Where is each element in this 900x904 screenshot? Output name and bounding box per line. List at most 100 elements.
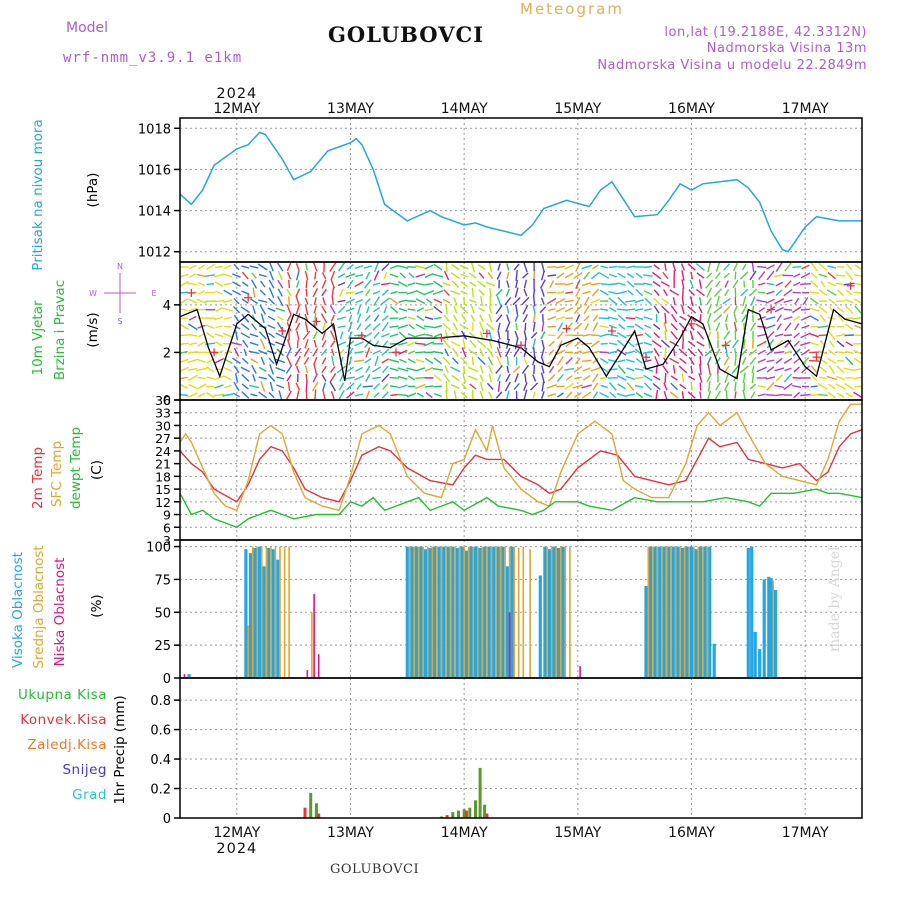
wind-arrow [846, 393, 853, 397]
wind-arrow [384, 306, 387, 313]
wind-arrow [542, 382, 544, 392]
wind-arrow [461, 274, 468, 277]
wind-arrow [752, 373, 753, 383]
compass-w: W [89, 289, 97, 298]
wind-arrow [793, 267, 802, 268]
wind-arrow [618, 365, 625, 373]
wind-arrow [409, 273, 414, 278]
wind-arrow [793, 274, 800, 277]
wind-arrow [793, 378, 801, 379]
wind-arrow [618, 360, 626, 362]
wind-arrow [584, 316, 589, 321]
wind-arrow [313, 288, 317, 296]
wind-arrow [330, 382, 335, 391]
wind-arrow [242, 272, 248, 279]
wind-arrow [673, 297, 675, 305]
wind-arrow [206, 275, 215, 276]
wind-arrow [582, 351, 591, 353]
wind-arrow [375, 356, 378, 366]
wind-arrow [223, 274, 232, 277]
wind-arrow [480, 375, 483, 381]
wind-arrow [696, 290, 704, 296]
wind-arrow [215, 359, 224, 363]
wind-arrow [654, 265, 660, 269]
wind-arrow [514, 264, 519, 270]
wind-arrow [837, 290, 843, 296]
wind-arrow [415, 378, 425, 379]
wind-arrow [617, 376, 626, 381]
wind-arrow [451, 291, 461, 295]
wind-arrow [757, 367, 767, 371]
wind-arrow [576, 314, 580, 322]
wind-arrow [600, 290, 609, 295]
wind-arrow [478, 265, 485, 270]
precip-bar [457, 811, 460, 818]
wind-arrow [489, 366, 492, 374]
wind-arrow [766, 317, 776, 320]
wind-arrow [216, 308, 223, 312]
wind-arrow [287, 289, 291, 296]
wind-arrow [490, 288, 491, 297]
wind-arrow [591, 368, 600, 371]
wind-arrow [198, 265, 204, 269]
x-day-label-bottom: 12MAY [213, 825, 260, 841]
wind-arrow [665, 313, 666, 324]
cloud-bar [442, 547, 445, 678]
wind-arrow [434, 326, 443, 328]
wind-arrow [751, 392, 755, 399]
wind-arrow [260, 290, 265, 295]
wind-arrow [565, 384, 574, 390]
wind-arrow [374, 384, 380, 390]
cloud-bar [422, 547, 424, 678]
wind-arrow [498, 339, 500, 348]
wind-arrow [775, 334, 783, 336]
wind-unit-label: (m/s) [85, 312, 101, 347]
wind-arrow [794, 316, 800, 320]
cloud-bar [454, 547, 456, 678]
cloud-bar [758, 649, 761, 678]
wind-arrow [708, 364, 710, 375]
wind-arrow [366, 391, 369, 399]
wind-arrow [583, 368, 591, 371]
wind-arrow [206, 333, 214, 338]
wind-arrow [188, 393, 197, 397]
wind-arrow [260, 305, 265, 314]
wind-arrow [434, 334, 441, 337]
y-tick-label: 1018 [138, 122, 171, 137]
wind-arrow [600, 273, 609, 279]
page-title: GOLUBOVCI [328, 22, 484, 47]
wind-arrow [268, 298, 274, 304]
wind-arrow [398, 300, 407, 302]
cloud-bar [247, 625, 249, 678]
wind-arrow [801, 309, 810, 310]
precip-bar [468, 808, 471, 818]
temperature-axis-label: 2m Temp [30, 447, 46, 509]
wind-arrow [189, 299, 197, 303]
cloud-bar [469, 547, 472, 678]
compass-e: E [151, 289, 156, 298]
cloud-bar [500, 547, 502, 678]
wind-arrow [524, 390, 527, 401]
cloud-bar [685, 547, 688, 678]
wind-arrow [574, 323, 582, 330]
wind-arrow [197, 384, 206, 389]
wind-arrow [743, 390, 745, 400]
wind-arrow [374, 271, 378, 281]
wind-arrow [785, 263, 791, 271]
wind-arrow [775, 394, 784, 395]
wind-arrow [382, 316, 388, 321]
wind-arrow [617, 291, 627, 293]
y-tick-label: 4 [163, 299, 171, 314]
wind-arrow [180, 274, 188, 277]
wind-arrow [398, 282, 407, 287]
wind-arrow [653, 376, 660, 380]
wind-arrow [665, 263, 666, 270]
wind-arrow [206, 325, 214, 328]
wind-arrow [565, 265, 574, 269]
wind-arrow [821, 281, 825, 287]
cloud-bar [562, 547, 565, 678]
wind-arrow [434, 375, 441, 381]
wind-arrow [654, 348, 659, 356]
wind-arrow [724, 357, 729, 366]
cloud-bar [468, 547, 470, 678]
